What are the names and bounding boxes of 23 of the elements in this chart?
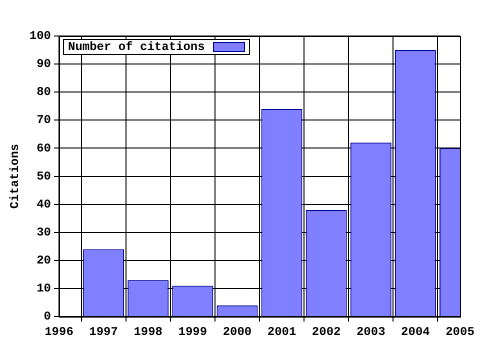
x-tick-label: 2005 xyxy=(446,324,474,339)
y-tick-label: 80 xyxy=(36,85,52,100)
x-tick-label: 2002 xyxy=(312,324,341,339)
y-tick-label: 20 xyxy=(36,253,52,268)
y-tick-label: 40 xyxy=(36,197,52,212)
x-tick-label: 1998 xyxy=(134,324,163,339)
y-tick-label: 10 xyxy=(36,282,52,296)
y-axis-title: Citations xyxy=(8,144,22,209)
y-tick-label: 0 xyxy=(44,310,52,324)
y-tick-label: 30 xyxy=(36,225,52,240)
x-tick-label: 1997 xyxy=(89,324,118,339)
x-tick-label: 2000 xyxy=(222,324,252,339)
y-tick-label: 70 xyxy=(36,113,52,128)
y-tick-label: 100 xyxy=(29,29,52,44)
legend-label: Number of citations xyxy=(68,40,205,54)
y-tick-label: 60 xyxy=(36,141,52,156)
x-tick-label: 2001 xyxy=(267,324,296,339)
x-tick-label: 1999 xyxy=(178,324,208,339)
x-tick-label: 2004 xyxy=(401,324,430,339)
y-tick-label: 90 xyxy=(36,57,52,72)
x-tick-label: 1996 xyxy=(44,324,74,339)
y-tick-label: 50 xyxy=(36,169,52,184)
x-tick-label: 2003 xyxy=(356,324,386,339)
